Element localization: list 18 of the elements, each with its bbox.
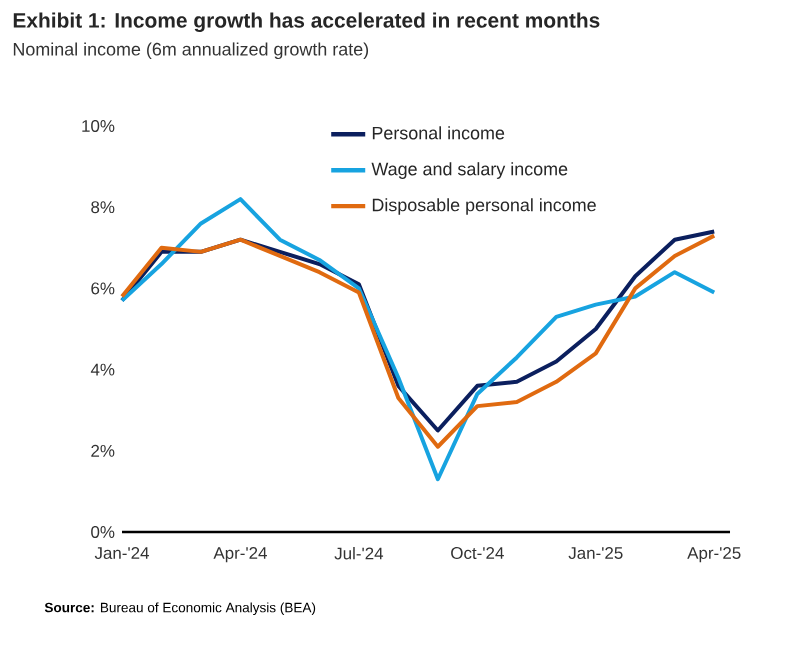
- chart-title: Exhibit 1: Income growth has accelerated in recent months: [13, 12, 600, 32]
- y-tick-label: 8%: [91, 201, 115, 214]
- x-tick-label: Jan-'24: [94, 547, 150, 560]
- legend-label: Disposable personal income: [372, 198, 596, 215]
- line-series: [120, 197, 717, 482]
- y-tick-label: 10%: [82, 120, 115, 132]
- y-tick-label: 6%: [91, 282, 115, 295]
- y-tick-label: 2%: [91, 444, 115, 457]
- x-tick-label: Oct-'24: [451, 547, 504, 560]
- chart-subtitle: Nominal income (6m annualized growth rate): [13, 42, 369, 60]
- x-tick-label: Jan-'25: [568, 547, 623, 560]
- legend-label: Wage and salary income: [371, 162, 568, 179]
- x-tick-label: Jul-'24: [334, 547, 384, 560]
- legend-label: Personal income: [372, 126, 505, 140]
- x-tick-label: Apr-'24: [213, 547, 267, 563]
- y-tick-label: 0%: [91, 526, 115, 538]
- y-tick-label: 4%: [90, 363, 115, 376]
- x-tick-label: Apr-'25: [687, 547, 741, 563]
